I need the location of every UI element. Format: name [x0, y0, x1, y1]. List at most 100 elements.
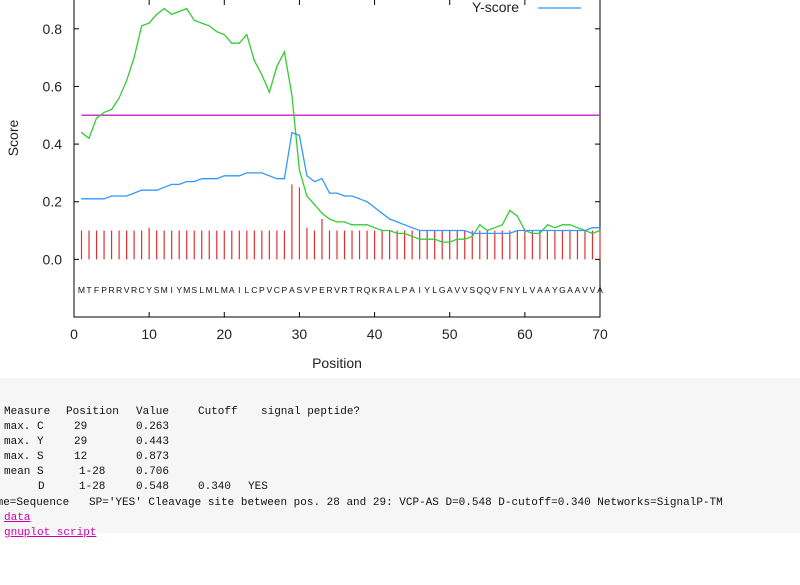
row-position: 29 [74, 436, 88, 448]
sequence-residue: L [244, 285, 249, 295]
s-score-point [118, 97, 120, 99]
sequence-residue: A [545, 285, 551, 295]
sequence-residue: P [259, 285, 265, 295]
plot-frame [73, 0, 601, 318]
sequence-residue: F [500, 285, 505, 295]
s-score-point [193, 19, 195, 21]
y-score-point [464, 229, 466, 232]
s-score-point [80, 131, 83, 134]
s-score-point [163, 8, 165, 10]
s-score-point [509, 209, 511, 211]
y-score-point [291, 131, 293, 134]
results-header-row: Measure Position Value Cutoff signal pep… [4, 405, 360, 420]
sequence-residue: I [238, 285, 240, 295]
y-axis-title: Score [5, 120, 21, 157]
s-score-point [321, 212, 323, 214]
x-tick-label: 50 [442, 326, 458, 342]
y-score-point [486, 232, 488, 235]
sequence-residue: K [372, 285, 378, 295]
y-score-point [599, 227, 601, 229]
header-cutoff: Cutoff [198, 406, 238, 418]
y-score-point [373, 206, 376, 209]
header-value: Value [136, 406, 170, 418]
s-score-point [156, 13, 158, 16]
y-score-point [141, 189, 143, 191]
sequence-residue: A [537, 285, 543, 295]
y-score-point [381, 212, 383, 214]
s-score-point [103, 111, 105, 113]
s-score-point [486, 229, 488, 232]
y-score-point [576, 229, 579, 232]
s-score-line [81, 7, 601, 243]
y-score-point [351, 195, 353, 197]
score-chart: 0 10 20 30 40 50 60 70 0.0 0.2 0.4 0.6 0.8 Position Sc… [5, 0, 608, 371]
sequence-residue: V [304, 285, 310, 295]
y-score-point [216, 178, 218, 180]
s-score-point [208, 25, 210, 27]
row-value: 0.443 [136, 436, 170, 448]
sequence-residue: M [161, 285, 168, 295]
sequence-residue: M [221, 285, 228, 295]
results-row-max-s: max. S 12 0.873 [4, 450, 169, 465]
row-position: 1-28 [79, 466, 106, 478]
y-score-point [283, 178, 285, 180]
s-score-point [148, 22, 150, 24]
row-measure: max. C [4, 421, 44, 433]
y-score-point [231, 175, 233, 177]
row-position: 29 [74, 421, 88, 433]
s-score-point [561, 224, 564, 226]
y-score-point [546, 229, 549, 232]
sequence-residue: R [356, 285, 362, 295]
data-link[interactable]: data [4, 512, 31, 524]
sequence-residue: Y [176, 285, 182, 295]
y-score-point [501, 232, 503, 235]
s-score-point [133, 57, 135, 59]
row-value: 0.873 [136, 451, 170, 463]
sequence-residue: S [297, 285, 303, 295]
y-score-point [584, 229, 586, 232]
sequence-residue: V [582, 285, 588, 295]
sequence-residue: P [312, 285, 318, 295]
sequence-residue: M [206, 285, 213, 295]
sequence-residue: F [94, 285, 99, 295]
y-score-point [80, 198, 83, 200]
s-score-point [261, 74, 263, 76]
sequence-residue: R [341, 285, 347, 295]
s-score-point [95, 117, 98, 119]
y-score-point [171, 183, 173, 186]
y-score-point [434, 229, 436, 232]
y-score-point [253, 172, 255, 174]
y-score-line [81, 131, 600, 235]
sequence-residue: A [575, 285, 581, 295]
s-score-point [231, 42, 233, 44]
sequence-residue: A [387, 285, 393, 295]
s-score-point [426, 238, 428, 240]
sequence-residue: V [334, 285, 340, 295]
row-position: 1-28 [79, 481, 106, 493]
row-measure: max. S [4, 451, 44, 463]
y-score-point [156, 189, 158, 191]
sequence-residue: V [530, 285, 536, 295]
s-score-point [599, 229, 601, 232]
s-score-point [88, 137, 90, 139]
s-score-point [238, 42, 240, 44]
y-score-point [411, 227, 413, 229]
row-cutoff: 0.340 [198, 481, 232, 493]
row-position: 12 [74, 451, 88, 463]
y-score-point [88, 198, 90, 200]
y-score-point [238, 175, 240, 177]
sequence-residue: Y [514, 285, 520, 295]
s-score-point [306, 195, 308, 197]
gnuplot-script-link[interactable]: gnuplot script [4, 527, 97, 539]
s-score-point [381, 229, 383, 232]
header-measure: Measure [4, 406, 51, 418]
s-score-point [554, 227, 556, 229]
sequence-residue: Y [146, 285, 152, 295]
sequence-residue: V [462, 285, 468, 295]
s-score-point [110, 108, 113, 111]
y-score-point [186, 180, 188, 183]
s-score-point [464, 238, 466, 240]
sequence-residue: Q [476, 285, 483, 295]
s-score-point [471, 235, 473, 237]
s-score-point [336, 221, 338, 223]
